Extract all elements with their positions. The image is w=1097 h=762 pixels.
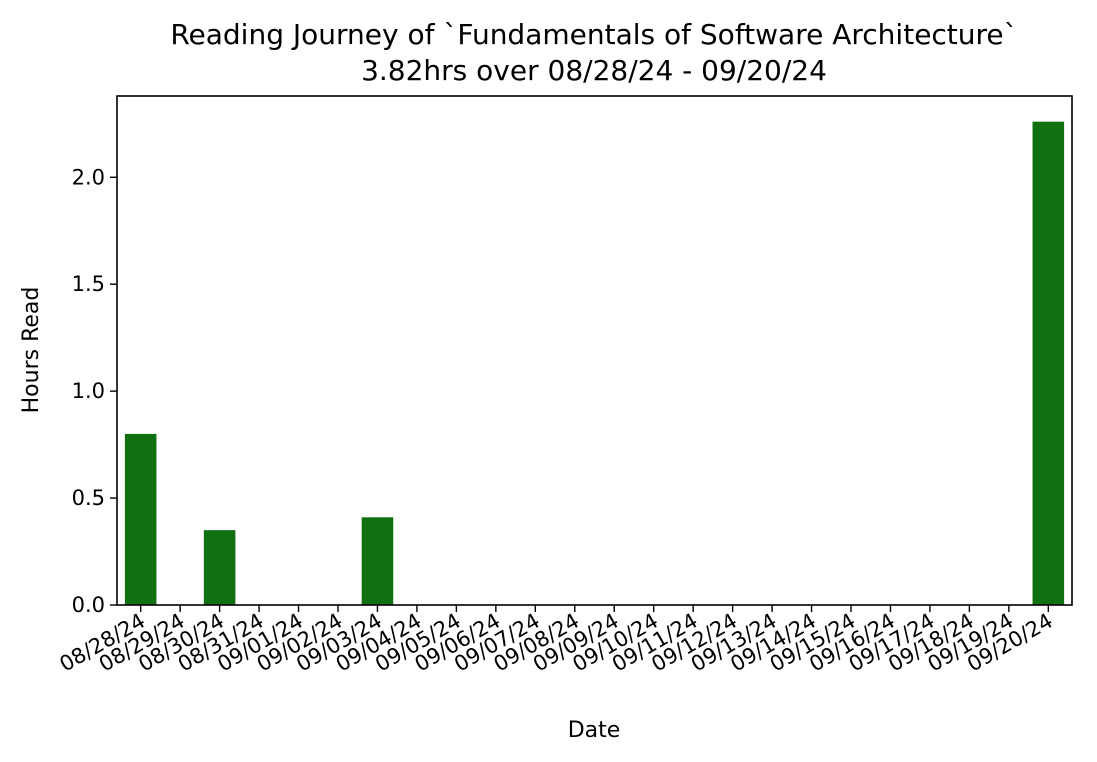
y-tick-label: 1.0 bbox=[72, 379, 105, 403]
plot-area: 08/28/2408/29/2408/30/2408/31/2409/01/24… bbox=[55, 121, 1065, 676]
y-tick-label: 0.5 bbox=[72, 486, 105, 510]
y-tick-label: 1.5 bbox=[72, 272, 105, 296]
bar bbox=[124, 433, 157, 605]
y-tick-label: 0.0 bbox=[72, 593, 105, 617]
x-axis-label: Date bbox=[568, 718, 621, 743]
y-tick-label: 2.0 bbox=[72, 165, 105, 189]
plot-frame bbox=[116, 95, 1073, 606]
chart-title: Reading Journey of `Fundamentals of Soft… bbox=[170, 18, 1017, 51]
bar bbox=[203, 530, 236, 605]
y-axis-label: Hours Read bbox=[19, 287, 44, 414]
chart-subtitle: 3.82hrs over 08/28/24 - 09/20/24 bbox=[361, 54, 827, 87]
bar bbox=[1032, 121, 1065, 605]
bar bbox=[361, 517, 394, 605]
